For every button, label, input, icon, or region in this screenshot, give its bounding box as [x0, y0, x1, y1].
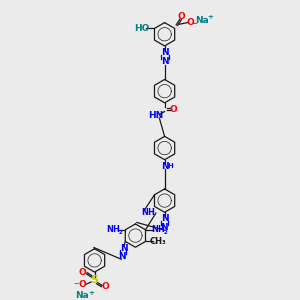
- Text: NH: NH: [151, 225, 165, 234]
- Text: HO: HO: [134, 24, 150, 33]
- Text: O: O: [169, 105, 177, 114]
- Text: +: +: [89, 290, 94, 296]
- Text: O: O: [78, 268, 86, 277]
- Text: N: N: [161, 57, 168, 66]
- Text: S: S: [91, 275, 99, 285]
- Text: N: N: [120, 244, 128, 253]
- Text: −: −: [192, 21, 197, 27]
- Text: H: H: [168, 163, 173, 169]
- Text: N: N: [161, 214, 168, 224]
- Text: Na: Na: [196, 16, 209, 25]
- Text: N: N: [161, 162, 168, 171]
- Text: N: N: [118, 252, 126, 261]
- Text: O: O: [102, 282, 110, 291]
- Text: −: −: [74, 280, 79, 285]
- Text: N: N: [161, 48, 168, 57]
- Text: 2: 2: [118, 230, 122, 235]
- Text: Na: Na: [75, 291, 89, 300]
- Text: HN: HN: [148, 111, 164, 120]
- Text: CH₃: CH₃: [149, 237, 166, 246]
- Text: O: O: [187, 18, 195, 27]
- Text: O: O: [177, 12, 185, 21]
- Text: O: O: [78, 280, 86, 289]
- Text: NH: NH: [142, 208, 155, 217]
- Text: N: N: [160, 223, 168, 232]
- Text: +: +: [207, 14, 213, 20]
- Text: 2: 2: [164, 230, 167, 235]
- Text: NH: NH: [106, 225, 120, 234]
